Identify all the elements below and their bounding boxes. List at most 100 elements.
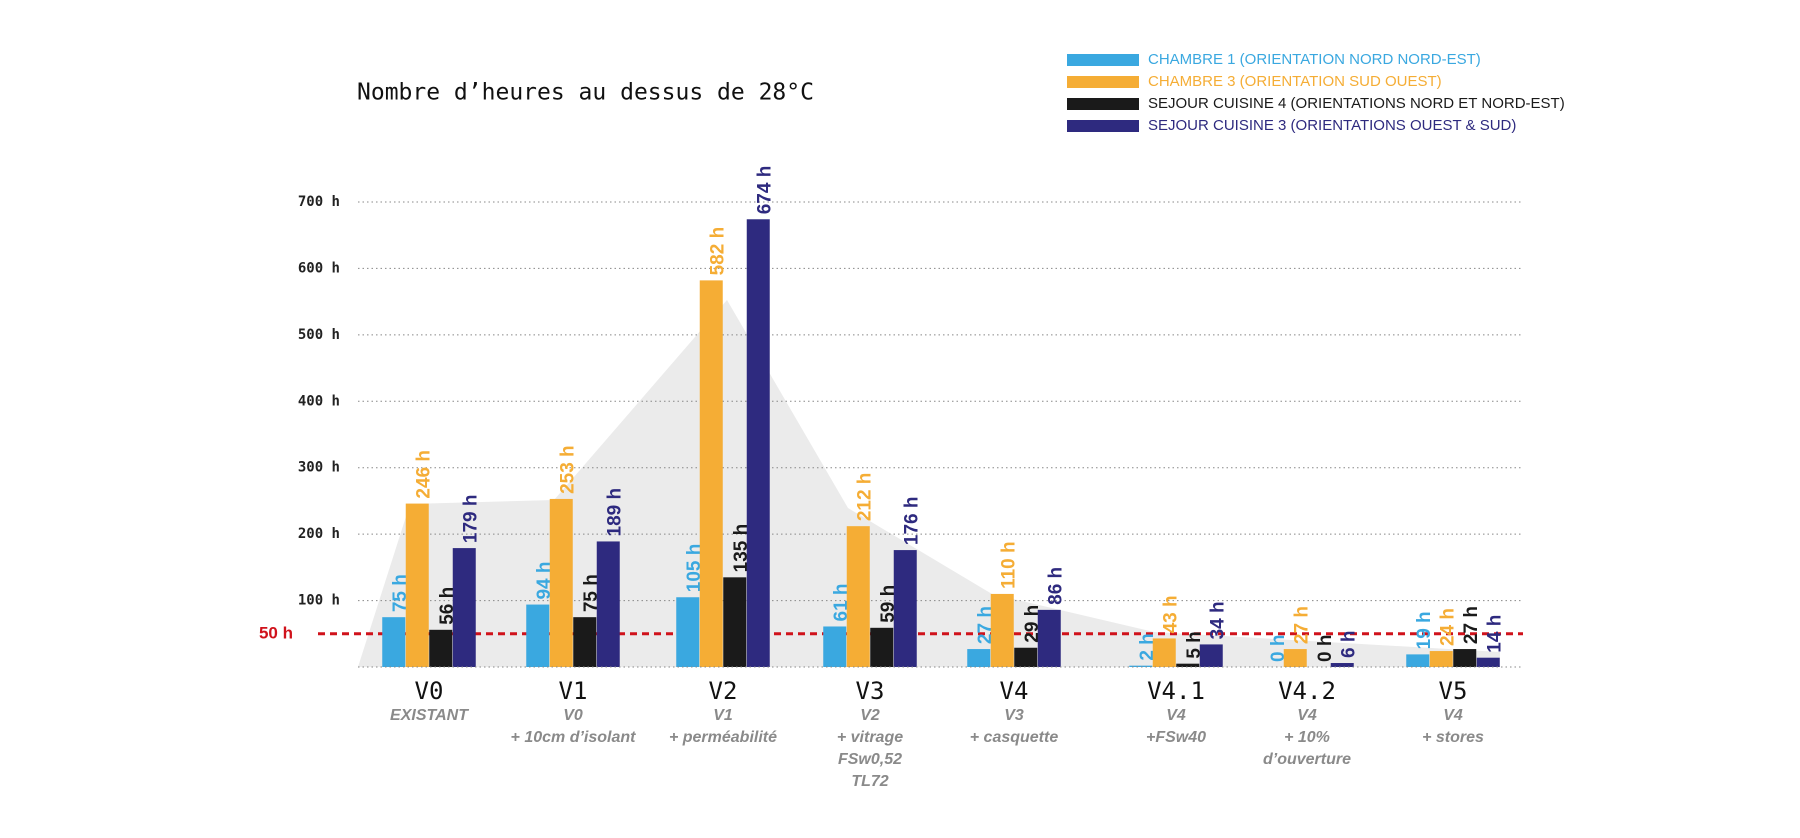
- x-tick-label: V3: [856, 677, 885, 705]
- category-note: V0: [563, 707, 583, 724]
- bar: [405, 503, 429, 667]
- y-tick-label: 700 h: [298, 194, 340, 210]
- value-label: 29 h: [1022, 605, 1043, 643]
- bar: [1453, 649, 1477, 667]
- legend-label: CHAMBRE 1 (ORIENTATION NORD NORD-EST): [1148, 51, 1481, 68]
- x-tick-label: V5: [1439, 677, 1468, 705]
- x-tick-label: V4.1: [1147, 677, 1205, 705]
- reference-label: 50 h: [259, 623, 293, 642]
- category-note: EXISTANT: [390, 707, 469, 724]
- value-label: 61 h: [831, 583, 852, 621]
- value-label: 94 h: [534, 562, 555, 600]
- value-label: 110 h: [998, 541, 1019, 589]
- value-label: 179 h: [460, 494, 481, 543]
- value-label: 253 h: [557, 445, 578, 494]
- value-label: 75 h: [390, 574, 411, 612]
- y-tick-label: 600 h: [298, 260, 340, 276]
- legend-label: SEJOUR CUISINE 3 (ORIENTATIONS OUEST & S…: [1148, 117, 1516, 134]
- value-label: 105 h: [684, 544, 705, 593]
- bar: [549, 498, 573, 667]
- legend-swatch: [1067, 54, 1139, 66]
- bar: [382, 617, 406, 667]
- bar: [823, 626, 847, 667]
- category-note: + 10%: [1284, 729, 1330, 746]
- value-label: 0 h: [1315, 635, 1336, 662]
- category-note: + perméabilité: [669, 729, 777, 746]
- legend-label: SEJOUR CUISINE 4 (ORIENTATIONS NORD ET N…: [1148, 95, 1565, 112]
- value-label: 135 h: [731, 524, 752, 573]
- bar: [1330, 663, 1354, 667]
- x-tick-label: V4: [1000, 677, 1029, 705]
- value-label: 0 h: [1268, 635, 1289, 662]
- value-label: 246 h: [413, 450, 434, 499]
- bar: [1283, 649, 1307, 667]
- value-label: 19 h: [1414, 611, 1435, 649]
- bar: [746, 219, 770, 667]
- value-label: 75 h: [581, 574, 602, 612]
- legend-swatch: [1067, 120, 1139, 132]
- bar: [1152, 638, 1176, 667]
- category-note: FSw0,52: [838, 751, 902, 768]
- category-note: + vitrage: [837, 729, 903, 746]
- bar: [1406, 654, 1430, 667]
- value-label: 34 h: [1207, 601, 1228, 639]
- value-label: 14 h: [1484, 615, 1505, 653]
- category-note: TL72: [851, 773, 888, 790]
- value-label: 674 h: [754, 166, 775, 215]
- value-label: 2 h: [1137, 633, 1158, 660]
- chart-title: Nombre d’heures au dessus de 28°C: [357, 80, 814, 106]
- y-tick-label: 100 h: [298, 593, 340, 609]
- category-note: V3: [1004, 707, 1024, 724]
- value-label: 56 h: [437, 587, 458, 625]
- value-label: 24 h: [1437, 608, 1458, 646]
- value-label: 27 h: [1291, 606, 1312, 644]
- category-note: V2: [860, 707, 880, 724]
- bar: [429, 629, 453, 667]
- legend-label: CHAMBRE 3 (ORIENTATION SUD OUEST): [1148, 73, 1442, 90]
- category-note: +FSw40: [1146, 729, 1206, 746]
- bar: [1037, 609, 1061, 667]
- category-note: V1: [713, 707, 733, 724]
- x-tick-label: V0: [415, 677, 444, 705]
- bar: [452, 548, 476, 667]
- bar: [870, 627, 894, 667]
- value-label: 27 h: [975, 606, 996, 644]
- background-shape: [358, 300, 1500, 667]
- legend-swatch: [1067, 76, 1139, 88]
- x-tick-label: V1: [559, 677, 588, 705]
- category-note: + 10cm d’isolant: [511, 729, 637, 746]
- value-label: 189 h: [604, 488, 625, 537]
- category-note: d’ouverture: [1263, 751, 1351, 768]
- bar: [990, 593, 1014, 667]
- category-note: + casquette: [970, 729, 1059, 746]
- category-note: V4: [1166, 707, 1186, 724]
- value-label: 59 h: [878, 585, 899, 623]
- x-tick-label: V4.2: [1278, 677, 1336, 705]
- value-label: 86 h: [1045, 567, 1066, 605]
- legend-swatch: [1067, 98, 1139, 110]
- bar: [676, 597, 700, 667]
- category-note: V4: [1443, 707, 1463, 724]
- value-label: 582 h: [707, 227, 728, 276]
- bar: [846, 526, 870, 667]
- y-tick-label: 500 h: [298, 327, 340, 343]
- category-note: V4: [1297, 707, 1317, 724]
- y-tick-label: 200 h: [298, 526, 340, 542]
- y-tick-label: 300 h: [298, 460, 340, 476]
- bar: [893, 550, 917, 667]
- value-label: 5 h: [1184, 631, 1205, 658]
- bar: [1429, 651, 1453, 667]
- bar: [1199, 644, 1223, 667]
- value-label: 212 h: [854, 473, 875, 522]
- bar: [596, 541, 620, 667]
- bar: [1129, 665, 1153, 667]
- bar: [1014, 647, 1038, 667]
- y-tick-label: 400 h: [298, 393, 340, 409]
- value-label: 176 h: [901, 496, 922, 545]
- x-tick-label: V2: [709, 677, 738, 705]
- bar: [699, 280, 723, 667]
- bar: [723, 577, 747, 667]
- value-label: 27 h: [1461, 606, 1482, 644]
- bar: [573, 617, 597, 667]
- bar: [1476, 657, 1500, 667]
